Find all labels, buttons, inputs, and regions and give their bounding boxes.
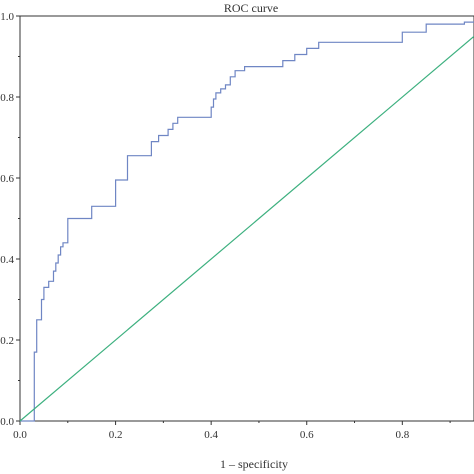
x-tick-label: 0.8 — [395, 429, 409, 441]
y-tick-label: 0.8 — [0, 92, 14, 104]
x-tick-label: 0.2 — [109, 429, 123, 441]
y-tick-label: 0.6 — [0, 173, 14, 185]
chart-title: ROC curve — [224, 1, 278, 15]
y-tick-label: 0.2 — [0, 335, 14, 347]
x-tick-label: 0.4 — [204, 429, 218, 441]
y-tick-label: 1.0 — [0, 11, 14, 23]
y-tick-label: 0.0 — [0, 416, 14, 428]
x-axis-title: 1 – specificity — [220, 457, 288, 471]
x-tick-label: 0.0 — [13, 429, 27, 441]
y-tick-label: 0.4 — [0, 254, 14, 266]
x-tick-label: 0.6 — [300, 429, 314, 441]
reference-diagonal-line — [19, 35, 474, 422]
roc-curve-line — [20, 21, 474, 422]
